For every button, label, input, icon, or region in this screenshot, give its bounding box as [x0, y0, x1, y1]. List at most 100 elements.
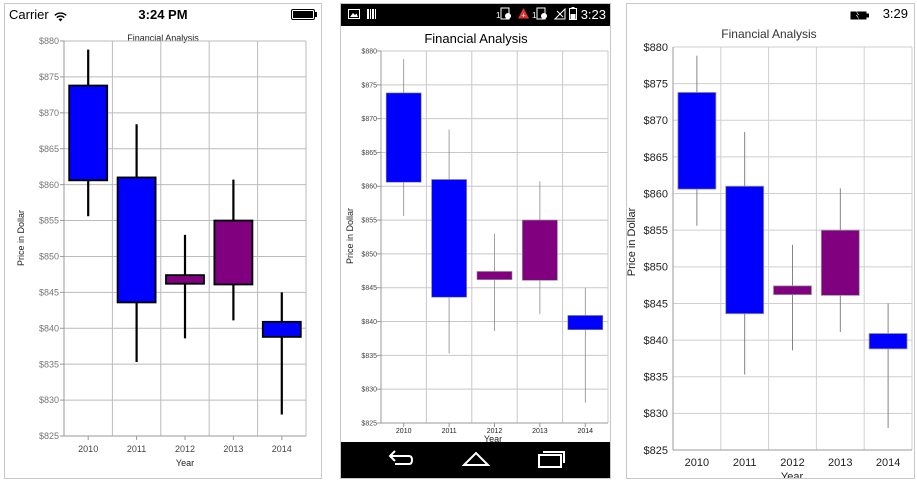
x-tick-label: 2013: [223, 444, 243, 454]
x-tick-label: 2013: [828, 457, 852, 469]
y-tick-label: $875: [39, 72, 59, 82]
y-tick-label: $825: [39, 431, 59, 441]
android-status-bar: 1 + 1 3:23: [341, 4, 610, 26]
x-tick-label: 2012: [175, 444, 195, 454]
x-axis-title: Year: [176, 458, 194, 468]
y-tick-label: $865: [39, 144, 59, 154]
y-tick-label: $865: [644, 152, 668, 164]
y-tick-label: $845: [39, 288, 59, 298]
candle-body-2010[interactable]: [385, 92, 422, 183]
battery-icon: [850, 8, 870, 26]
y-tick-label: $840: [39, 323, 59, 333]
candle-body-2011[interactable]: [725, 185, 765, 315]
alert-icon: +: [517, 7, 530, 25]
document-icon: [536, 7, 548, 25]
x-tick-label: 2011: [442, 428, 457, 435]
candle-body-2011[interactable]: [116, 176, 157, 304]
y-tick-label: $825: [361, 420, 377, 427]
back-button[interactable]: [387, 448, 414, 473]
y-tick-label: $830: [644, 408, 668, 420]
chart-title: Financial Analysis: [127, 33, 199, 43]
document-sync-icon: [500, 7, 512, 25]
candle-body-2014[interactable]: [567, 315, 604, 330]
y-tick-label: $860: [361, 184, 377, 191]
candle-body-2011[interactable]: [431, 179, 467, 298]
ios-device-panel: Carrier 3:24 PM Financial Analysis $825 $8…: [4, 3, 322, 479]
notification-count-1: 1: [496, 11, 501, 20]
x-axis-title: Year: [484, 434, 502, 444]
x-tick-label: 2010: [396, 428, 412, 435]
y-tick-label: $855: [361, 218, 377, 225]
candle-body-2013[interactable]: [820, 229, 860, 296]
candle-body-2010[interactable]: [68, 84, 109, 182]
x-tick-label: 2010: [78, 444, 98, 454]
candle-body-2013[interactable]: [522, 219, 558, 281]
y-tick-label: $880: [39, 36, 59, 46]
candle-body-2012[interactable]: [773, 285, 812, 296]
chart-svg: Financial Analysis $825 $830 $835 $840 $845 $8…: [345, 31, 609, 444]
svg-text:+: +: [521, 13, 525, 20]
candle-body-2014[interactable]: [868, 333, 908, 350]
battery-icon: [569, 7, 577, 25]
candlestick-chart-ios[interactable]: Financial Analysis $825 $830 $835 $840 $845 $8…: [5, 26, 321, 478]
android-navigation-bar: [341, 442, 610, 478]
chart-title: Financial Analysis: [424, 31, 528, 46]
notification-count-2: 1: [532, 11, 537, 20]
y-tick-label: $860: [644, 188, 668, 200]
x-tick-label: 2013: [532, 428, 548, 435]
status-time: 3:24 PM: [138, 7, 188, 22]
y-tick-label: $880: [644, 42, 668, 54]
candlestick-chart-android[interactable]: Financial Analysis $825 $830 $835 $840 $845 $8…: [341, 26, 610, 444]
y-tick-label: $850: [644, 262, 668, 274]
y-tick-label: $865: [361, 150, 377, 157]
y-tick-label: $840: [361, 319, 377, 326]
y-axis-title: Price in Dollar: [627, 207, 638, 276]
signal-icon: [553, 7, 566, 25]
recent-apps-button[interactable]: [537, 448, 565, 473]
y-tick-label: $870: [361, 116, 377, 123]
y-tick-label: $850: [361, 251, 377, 258]
x-tick-label: 2012: [487, 428, 503, 435]
y-tick-label: $845: [644, 298, 668, 310]
y-tick-label: $835: [39, 359, 59, 369]
y-axis-title: Price in Dollar: [345, 208, 355, 264]
windows-status-bar: 3:29: [627, 4, 914, 24]
candlestick-chart-windows[interactable]: Financial Analysis $825 $830 $835 $840 $845 $8…: [627, 24, 914, 479]
y-tick-label: $825: [644, 445, 668, 457]
android-device-panel: 1 + 1 3:23 Financial Analysis $825 $830 $83…: [340, 3, 611, 479]
status-time: 3:23: [580, 7, 606, 22]
battery-icon: [291, 9, 317, 20]
x-tick-label: 2014: [876, 457, 900, 469]
windows-device-panel: 3:29 Financial Analysis $825 $830 $835 $840 $…: [626, 3, 915, 479]
barcode-icon: [366, 7, 378, 25]
candle-body-2013[interactable]: [213, 219, 254, 286]
candle-body-2014[interactable]: [261, 320, 302, 338]
y-tick-label: $875: [361, 82, 377, 89]
y-tick-label: $830: [39, 395, 59, 405]
candle-body-2012[interactable]: [165, 274, 205, 285]
y-tick-label: $880: [361, 48, 377, 55]
carrier-label: Carrier: [9, 7, 49, 22]
y-tick-label: $860: [39, 180, 59, 190]
candle-body-2012[interactable]: [476, 271, 513, 280]
x-tick-label: 2014: [272, 444, 292, 454]
y-tick-label: $835: [644, 372, 668, 384]
candle-body-2010[interactable]: [677, 92, 717, 190]
x-tick-label: 2011: [733, 457, 757, 469]
image-icon: [348, 7, 360, 25]
y-tick-label: $830: [361, 387, 377, 394]
y-tick-label: $850: [39, 252, 59, 262]
y-tick-label: $875: [644, 78, 668, 90]
status-time: 3:29: [882, 6, 908, 21]
chart-svg: Financial Analysis $825 $830 $835 $840 $845 $8…: [627, 27, 913, 479]
x-tick-label: 2014: [578, 428, 594, 435]
home-button[interactable]: [461, 448, 491, 473]
y-axis-title: Price in Dollar: [16, 210, 26, 266]
wifi-icon: [54, 9, 67, 27]
y-tick-label: $870: [644, 115, 668, 127]
y-tick-label: $855: [644, 225, 668, 237]
y-tick-label: $870: [39, 108, 59, 118]
ios-status-bar: Carrier 3:24 PM: [5, 4, 321, 24]
y-tick-label: $840: [644, 335, 668, 347]
x-axis-title: Year: [781, 471, 804, 479]
